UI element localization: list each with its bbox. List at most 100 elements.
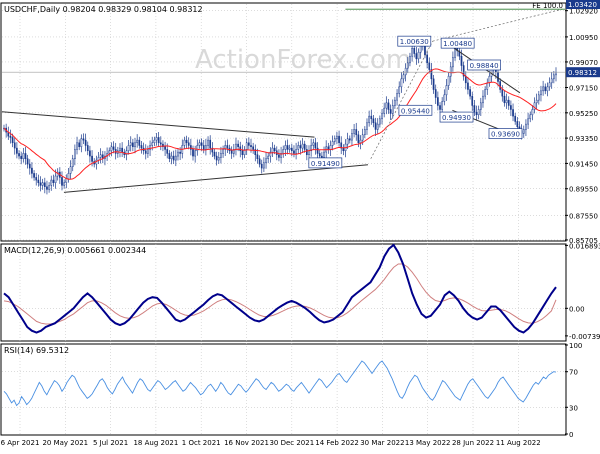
candle-body [61,177,63,186]
candle-body [241,150,244,156]
candle-body [33,173,35,178]
candle-body [230,150,233,154]
price-annotation-label: 0.93690 [491,131,520,139]
candle-body [20,155,23,160]
rsi-y-tick-label: 30 [569,404,578,412]
candle-body [331,141,334,146]
main-panel-frame [0,2,567,242]
candle-body [426,54,428,64]
candle-body [434,89,437,98]
candle-body [250,145,252,148]
candle-body [194,150,197,157]
candle-body [286,145,289,150]
x-tick-label: 30 Dec 2021 [269,439,314,447]
candle-body [254,149,257,156]
candle-body [265,158,267,164]
candle-body [486,82,489,90]
candle-body [488,75,491,84]
candle-body [437,97,439,106]
candle-body [312,142,315,146]
candle-body [516,121,519,128]
candle-body [473,105,476,113]
candle-body [389,109,392,114]
candle-body [353,129,355,134]
candle-body [497,71,499,82]
candle-body [155,137,158,141]
candle-body [170,155,173,160]
candle-body [267,155,270,160]
candle-body [127,145,130,152]
candle-body [26,158,29,165]
price-annotation-box [467,59,501,71]
candle-body [363,129,366,136]
candle-body [342,147,345,152]
candle-body [308,150,310,156]
price-annotation-box [397,35,432,47]
candle-body [202,145,205,150]
candle-body [297,145,300,150]
rsi-y-tick-label: 0 [569,431,573,439]
candle-body [537,94,540,101]
macd-y-tick-label: 0.016893 [569,242,600,250]
candle-body [411,47,413,57]
candle-body [237,143,239,148]
candle-body [351,133,353,141]
candle-body [243,149,246,156]
candle-body [232,149,235,154]
candle-body [321,155,323,158]
current-price-flag [566,67,600,78]
candle-body [198,142,201,146]
candle-body [183,139,186,146]
candle-body [86,145,89,152]
candle-body [462,65,465,77]
x-tick-label: 6 Apr 2021 [1,439,40,447]
candle-body [97,157,100,161]
candle-body [226,145,229,149]
candle-body [174,155,177,161]
candle-body [185,139,188,144]
candle-body [482,95,484,104]
y-tick-label: 0.89550 [569,186,598,194]
candle-body [542,86,544,92]
candle-body [164,146,166,150]
candle-body [84,139,87,146]
candle-body [299,145,302,149]
candle-body [39,182,42,186]
candle-body [63,182,65,186]
candle-body [443,94,446,102]
candle-body [501,89,504,97]
candle-body [499,81,502,90]
candle-body [121,147,123,153]
candle-body [69,166,72,174]
candle-body [280,153,282,158]
candle-body [550,78,553,84]
watermark: ActionForex.com [195,45,411,75]
candle-body [187,142,190,146]
candle-body [400,78,403,88]
candle-body [385,102,388,109]
candle-body [544,86,547,92]
x-tick-label: 11 Aug 2022 [496,439,541,447]
macd-layer [3,243,557,334]
candle-body [52,179,55,183]
candle-body [134,142,136,148]
candle-body [125,150,128,156]
candle-body [514,115,517,122]
candle-body [409,55,411,64]
candle-body [74,149,76,160]
candle-body [368,115,370,124]
candle-body [248,142,250,146]
macd-header: MACD(12,26,9) 0.005661 0.002344 [4,246,146,255]
candle-body [41,182,44,186]
candle-body [177,151,179,157]
candle-body [9,135,12,138]
candle-body [333,138,336,142]
x-tick-label: 14 Feb 2022 [315,439,359,447]
candle-body [417,51,420,60]
candle-body [245,142,248,150]
x-tick-label: 28 Jun 2022 [452,439,494,447]
candle-body [447,75,450,86]
candle-body [449,66,452,77]
fe-label: FE 100.0 [532,2,563,10]
